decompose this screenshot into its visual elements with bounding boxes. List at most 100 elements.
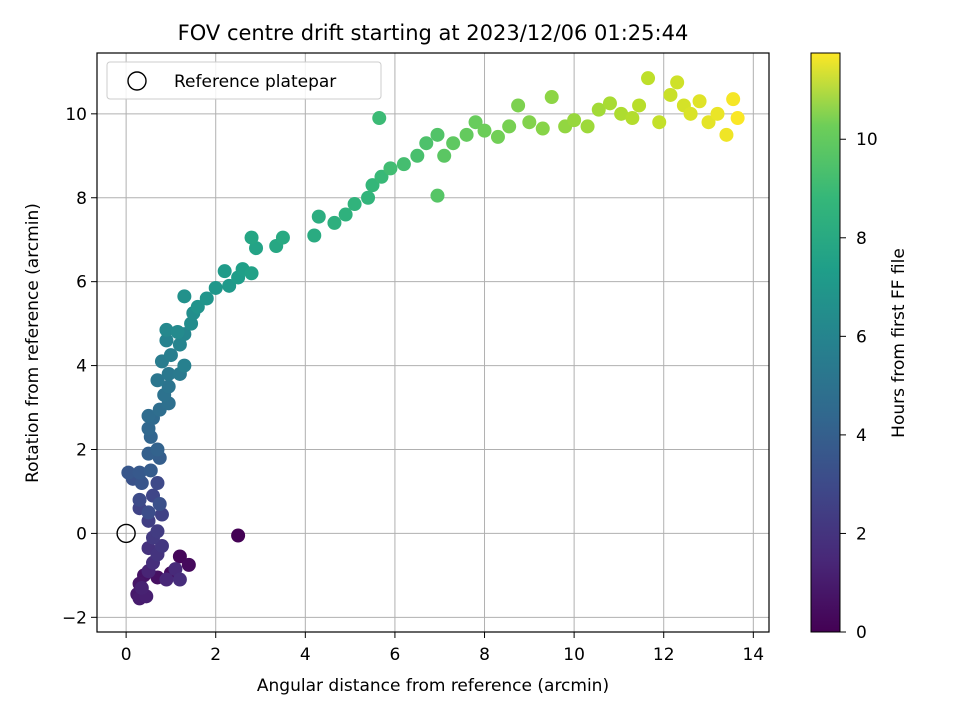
data-point — [159, 322, 174, 337]
data-point — [511, 98, 526, 113]
data-point — [161, 366, 176, 381]
data-point — [244, 230, 259, 245]
x-tick-label: 14 — [742, 645, 764, 665]
data-point — [249, 241, 264, 256]
data-point — [580, 119, 595, 134]
data-point — [535, 121, 550, 136]
data-point — [502, 119, 517, 134]
y-axis-ticks: −2 0 2 4 6 8 10 — [62, 105, 97, 628]
legend-box — [106, 61, 382, 100]
data-point — [172, 549, 187, 564]
data-point — [459, 127, 474, 142]
data-point — [361, 190, 376, 205]
data-point — [719, 127, 734, 142]
data-point — [199, 291, 214, 306]
data-point — [208, 280, 223, 295]
y-tick-label: 4 — [76, 357, 87, 377]
data-point — [172, 337, 187, 352]
data-point — [307, 228, 322, 243]
colorbar-tick-label: 10 — [856, 130, 878, 150]
data-point — [134, 580, 149, 595]
x-tick-label: 4 — [300, 645, 311, 665]
data-point — [150, 476, 165, 491]
y-tick-label: 6 — [76, 273, 87, 293]
data-point — [217, 264, 232, 279]
data-point — [544, 90, 559, 105]
data-point — [177, 289, 192, 304]
y-tick-label: 8 — [76, 189, 87, 209]
data-point — [222, 278, 237, 293]
data-point — [410, 148, 425, 163]
data-point — [159, 333, 174, 348]
data-point — [141, 408, 156, 423]
legend-label-reference-platepar: Reference platepar — [174, 72, 336, 92]
colorbar-tick-label: 6 — [856, 327, 867, 347]
plot-area-frame — [96, 52, 770, 633]
data-point — [663, 87, 678, 102]
data-point — [275, 230, 290, 245]
data-point — [170, 325, 185, 340]
data-point — [150, 373, 165, 388]
colorbar-ticks: 0 2 4 6 8 10 — [840, 130, 878, 643]
data-point — [365, 178, 380, 193]
data-point — [244, 266, 259, 281]
data-point — [372, 111, 387, 126]
data-point — [134, 476, 149, 491]
data-point — [710, 106, 725, 121]
x-tick-label: 0 — [121, 645, 132, 665]
data-point — [150, 524, 165, 539]
x-tick-label: 2 — [210, 645, 221, 665]
data-point — [692, 94, 707, 109]
data-point — [419, 136, 434, 151]
data-point — [632, 98, 647, 113]
data-point — [567, 113, 582, 128]
data-point — [190, 299, 205, 314]
data-point — [591, 102, 606, 117]
data-point — [172, 572, 187, 587]
data-point — [477, 123, 492, 138]
y-axis-label: Rotation from reference (arcmin) — [23, 203, 43, 483]
colorbar-tick-label: 8 — [856, 229, 867, 249]
x-axis-ticks: 0 2 4 6 8 10 12 14 — [121, 632, 764, 665]
data-point — [154, 538, 169, 553]
data-point — [152, 497, 167, 512]
data-point — [730, 111, 745, 126]
data-point — [177, 358, 192, 373]
reference-platepar-marker — [116, 523, 136, 544]
colorbar-tick-label: 0 — [856, 623, 867, 643]
data-point — [701, 115, 716, 130]
x-tick-label: 8 — [479, 645, 490, 665]
data-point — [652, 115, 667, 130]
data-point — [132, 465, 147, 480]
data-point — [683, 106, 698, 121]
data-point — [143, 463, 158, 478]
data-point — [327, 215, 342, 230]
legend: Reference platepar — [106, 61, 382, 100]
data-point — [430, 188, 445, 203]
legend-reference-marker — [127, 71, 147, 91]
colorbar-label: Hours from first FF file — [889, 248, 909, 438]
data-point — [338, 207, 353, 222]
data-point — [670, 75, 685, 90]
x-tick-label: 6 — [390, 645, 401, 665]
data-point — [311, 209, 326, 224]
data-point — [726, 92, 741, 107]
data-point — [374, 169, 389, 184]
y-tick-label: 2 — [76, 440, 87, 460]
chart-title: FOV centre drift starting at 2023/12/06 … — [178, 21, 689, 45]
x-tick-label: 10 — [563, 645, 585, 665]
data-point — [161, 379, 176, 394]
data-point — [150, 442, 165, 457]
data-point — [522, 115, 537, 130]
y-tick-label: 0 — [76, 524, 87, 544]
data-point — [168, 562, 183, 577]
data-point — [641, 71, 656, 86]
data-point — [184, 316, 199, 331]
data-point — [396, 157, 411, 172]
plot-points — [116, 71, 745, 606]
y-tick-label: 10 — [65, 105, 87, 125]
data-point — [625, 111, 640, 126]
colorbar-gradient — [810, 52, 841, 633]
